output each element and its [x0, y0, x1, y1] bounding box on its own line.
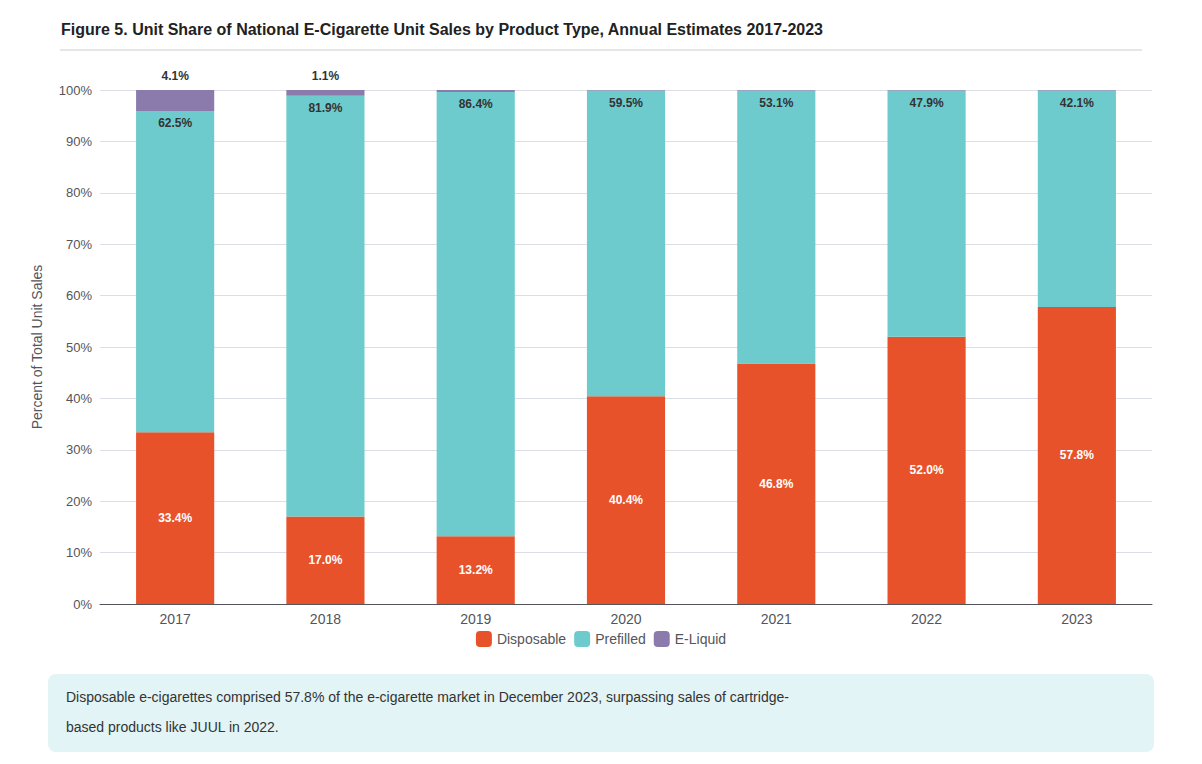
svg-text:62.5%: 62.5%	[158, 116, 192, 130]
svg-text:50%: 50%	[66, 340, 92, 355]
svg-text:Disposable e-cigarettes compri: Disposable e-cigarettes comprised 57.8% …	[66, 689, 789, 705]
svg-text:2023: 2023	[1061, 611, 1092, 627]
svg-text:0%: 0%	[73, 597, 92, 612]
svg-text:1.1%: 1.1%	[312, 69, 340, 83]
svg-text:46.8%: 46.8%	[759, 477, 793, 491]
svg-text:90%: 90%	[66, 134, 92, 149]
svg-text:E-Liquid: E-Liquid	[675, 631, 726, 647]
svg-text:2022: 2022	[911, 611, 942, 627]
svg-text:60%: 60%	[66, 288, 92, 303]
svg-text:70%: 70%	[66, 237, 92, 252]
svg-text:40.4%: 40.4%	[609, 493, 643, 507]
svg-text:2020: 2020	[610, 611, 641, 627]
svg-text:80%: 80%	[66, 185, 92, 200]
svg-text:86.4%: 86.4%	[459, 97, 493, 111]
svg-text:4.1%: 4.1%	[161, 69, 189, 83]
svg-text:2018: 2018	[310, 611, 341, 627]
svg-text:53.1%: 53.1%	[759, 96, 793, 110]
svg-text:33.4%: 33.4%	[158, 511, 192, 525]
svg-text:40%: 40%	[66, 391, 92, 406]
svg-text:57.8%: 57.8%	[1060, 448, 1094, 462]
svg-text:81.9%: 81.9%	[308, 101, 342, 115]
svg-text:Percent of Total Unit Sales: Percent of Total Unit Sales	[29, 265, 45, 430]
svg-text:52.0%: 52.0%	[910, 463, 944, 477]
svg-text:2017: 2017	[160, 611, 191, 627]
svg-text:42.1%: 42.1%	[1060, 96, 1094, 110]
svg-text:10%: 10%	[66, 545, 92, 560]
svg-text:17.0%: 17.0%	[308, 553, 342, 567]
svg-text:based products like JUUL in 20: based products like JUUL in 2022.	[66, 719, 279, 735]
svg-text:20%: 20%	[66, 494, 92, 509]
svg-text:30%: 30%	[66, 442, 92, 457]
svg-text:47.9%: 47.9%	[910, 96, 944, 110]
svg-text:2019: 2019	[460, 611, 491, 627]
svg-text:Prefilled: Prefilled	[595, 631, 646, 647]
svg-text:59.5%: 59.5%	[609, 96, 643, 110]
svg-text:2021: 2021	[761, 611, 792, 627]
svg-text:Figure 5. Unit Share of Nation: Figure 5. Unit Share of National E-Cigar…	[61, 21, 823, 38]
svg-text:100%: 100%	[59, 83, 93, 98]
svg-text:13.2%: 13.2%	[459, 563, 493, 577]
svg-text:Disposable: Disposable	[497, 631, 566, 647]
